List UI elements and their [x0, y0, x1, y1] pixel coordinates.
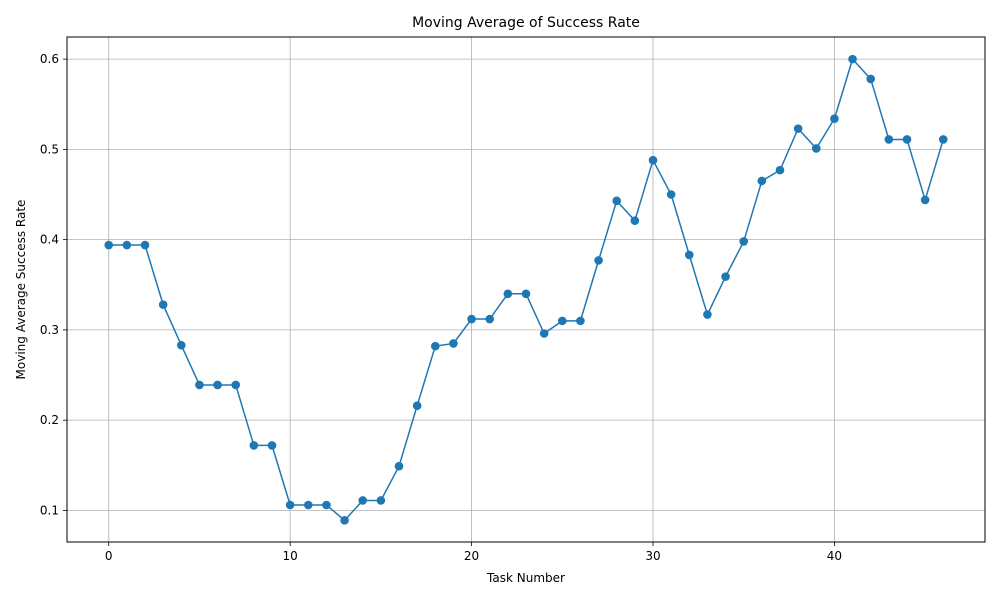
x-tick-label: 10 — [283, 549, 298, 563]
data-point — [666, 190, 676, 199]
x-axis-ticks: 0 10 20 30 40 — [105, 542, 842, 563]
data-point — [394, 461, 404, 471]
data-point — [884, 135, 894, 144]
data-point — [539, 329, 549, 338]
data-point — [340, 516, 349, 525]
data-point — [195, 380, 204, 390]
data-point — [122, 240, 132, 250]
data-point — [467, 314, 476, 324]
data-point — [176, 340, 186, 350]
data-point — [485, 314, 495, 324]
data-point — [576, 316, 585, 326]
y-tick-label: 0.5 — [40, 142, 59, 156]
data-point — [721, 272, 730, 281]
data-point — [902, 135, 912, 144]
x-tick-label: 20 — [464, 549, 479, 563]
data-point — [703, 310, 712, 319]
data-point — [376, 496, 386, 505]
data-point — [557, 316, 567, 326]
data-point — [285, 500, 295, 510]
data-point — [231, 380, 241, 390]
series-layer — [104, 54, 948, 525]
data-point — [594, 256, 603, 265]
data-point — [158, 300, 168, 309]
data-point — [684, 250, 694, 260]
data-point — [648, 155, 658, 165]
data-point — [757, 176, 767, 186]
x-tick-label: 0 — [105, 549, 113, 563]
y-tick-label: 0.2 — [40, 413, 59, 427]
data-point — [920, 195, 930, 205]
data-point — [848, 54, 857, 64]
data-point — [612, 196, 622, 206]
data-point — [303, 500, 313, 510]
y-tick-label: 0.1 — [40, 503, 59, 517]
data-point — [322, 500, 331, 510]
data-point — [938, 135, 948, 144]
data-point — [449, 339, 458, 348]
data-point — [140, 240, 150, 250]
chart-title: Moving Average of Success Rate — [412, 15, 640, 31]
y-axis-ticks: 0.1 0.2 0.3 0.4 0.5 0.6 — [40, 52, 67, 517]
x-tick-label: 30 — [645, 549, 660, 563]
data-point — [503, 289, 513, 299]
data-point — [830, 114, 839, 123]
data-point — [775, 165, 785, 175]
x-axis-label: Task Number — [486, 571, 565, 585]
y-tick-label: 0.6 — [40, 52, 59, 66]
y-axis-label: Moving Average Success Rate — [14, 200, 28, 380]
data-point — [793, 124, 803, 133]
grid — [67, 37, 985, 542]
data-point — [430, 341, 440, 351]
data-point — [267, 441, 277, 450]
data-point — [213, 380, 222, 390]
data-point — [866, 74, 876, 84]
data-point — [412, 401, 422, 411]
data-point — [104, 240, 114, 250]
y-tick-label: 0.4 — [40, 233, 59, 247]
data-point — [739, 237, 749, 246]
data-point — [358, 496, 368, 505]
x-tick-label: 40 — [827, 549, 842, 563]
plot-area-frame — [66, 36, 986, 543]
data-point — [811, 144, 821, 153]
data-point — [249, 441, 259, 450]
data-point — [630, 216, 640, 225]
data-point — [521, 289, 531, 299]
y-tick-label: 0.3 — [40, 323, 59, 337]
